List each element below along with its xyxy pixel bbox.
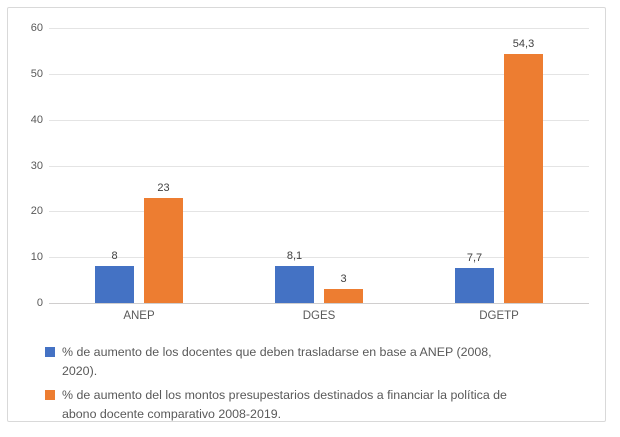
- bar-orange-dges: 3: [324, 273, 363, 303]
- gridline: [49, 257, 589, 259]
- legend-line: 2020).: [62, 364, 98, 378]
- data-label: 8: [111, 250, 118, 263]
- legend-line: % de aumento de los docentes que deben t…: [62, 345, 492, 359]
- gridline: [49, 211, 589, 213]
- data-label: 7,7: [466, 251, 483, 264]
- bar-orange-anep: 23: [144, 182, 183, 303]
- y-axis-tick-label: 40: [30, 113, 43, 126]
- y-axis-tick-label: 50: [30, 67, 43, 80]
- x-axis-line: [49, 303, 589, 304]
- legend: % de aumento de los docentes que deben t…: [45, 343, 577, 424]
- legend-line: abono docente comparativo 2008-2019.: [62, 407, 282, 421]
- y-axis-tick-label: 10: [30, 251, 43, 264]
- bar-blue-anep: 8: [95, 250, 134, 303]
- x-axis-category-label: DGETP: [479, 310, 519, 322]
- y-axis-tick-label: 30: [30, 159, 43, 172]
- legend-item-montos: % de aumento del los montos presupestari…: [45, 386, 577, 424]
- legend-item-docentes: % de aumento de los docentes que deben t…: [45, 343, 577, 381]
- data-label: 54,3: [512, 38, 535, 51]
- legend-swatch-orange: [45, 390, 55, 400]
- legend-swatch-blue: [45, 347, 55, 357]
- gridline: [49, 73, 589, 75]
- y-axis-tick-label: 0: [36, 297, 43, 309]
- bar-orange-dgetp: 54,3: [504, 38, 543, 303]
- bar-blue-dgetp: 7,7: [455, 252, 494, 303]
- plot-area: 0 10 20 30 40 50 60 ANEP 8 23 DGES 8,1 3 DGETP 7,7 54,3: [31, 22, 589, 322]
- y-axis-tick-label: 20: [30, 205, 43, 218]
- data-label: 23: [157, 181, 170, 194]
- legend-label-docentes: % de aumento de los docentes que deben t…: [62, 343, 492, 381]
- y-axis-tick-label: 60: [30, 22, 43, 34]
- gridline: [49, 119, 589, 121]
- x-axis-category-label: DGES: [302, 310, 336, 322]
- x-axis-category-label: ANEP: [123, 310, 155, 322]
- gridline: [49, 165, 589, 167]
- bar-blue-dges: 8,1: [275, 250, 314, 303]
- chart-frame: 0 10 20 30 40 50 60 ANEP 8 23 DGES 8,1 3 DGETP 7,7 54,3…: [7, 7, 606, 422]
- legend-label-montos: % de aumento del los montos presupestari…: [62, 386, 507, 424]
- data-label: 8,1: [286, 249, 303, 262]
- data-label: 3: [340, 273, 347, 286]
- gridline: [49, 28, 589, 29]
- legend-line: % de aumento del los montos presupestari…: [62, 388, 507, 402]
